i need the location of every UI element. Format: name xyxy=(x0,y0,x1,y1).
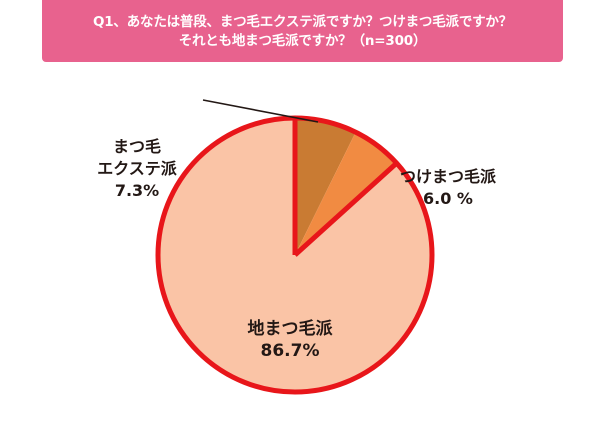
pie-chart-area: まつ毛 エクステ派 7.3% つけまつ毛派 6.0 % 地まつ毛派 86.7% xyxy=(0,62,600,421)
question-title-line-1: Q1、あなたは普段、まつ毛エクステ派ですか？つけまつ毛派ですか？ xyxy=(92,14,513,30)
label-matsuge-extension-value: 7.3% xyxy=(114,181,160,200)
pie-slice-tsukematsuge[interactable] xyxy=(295,132,397,255)
label-jimatsuge-name: 地まつ毛派 xyxy=(247,319,333,339)
question-title-line-2: それとも地まつ毛派ですか？（n=300） xyxy=(178,33,427,49)
pie-chart-svg xyxy=(155,99,435,395)
leader-line-icon xyxy=(202,99,319,123)
label-matsuge-extension-name-1: まつ毛 xyxy=(112,137,161,156)
pie-slice-extension[interactable] xyxy=(295,118,356,255)
label-tsukematsuge: つけまつ毛派 6.0 % xyxy=(368,166,528,210)
pie-slice-jimatsuge[interactable] xyxy=(157,118,432,393)
pie-divider-orange xyxy=(293,161,399,257)
label-jimatsuge: 地まつ毛派 86.7% xyxy=(200,318,380,362)
label-tsukematsuge-value: 6.0 % xyxy=(423,189,473,208)
label-tsukematsuge-name: つけまつ毛派 xyxy=(399,167,496,186)
label-jimatsuge-value: 86.7% xyxy=(260,341,320,361)
question-header-banner: Q1、あなたは普段、まつ毛エクステ派ですか？つけまつ毛派ですか？ それとも地まつ… xyxy=(42,0,563,62)
label-matsuge-extension-name-2: エクステ派 xyxy=(97,159,177,178)
label-matsuge-extension: まつ毛 エクステ派 7.3% xyxy=(62,136,212,202)
